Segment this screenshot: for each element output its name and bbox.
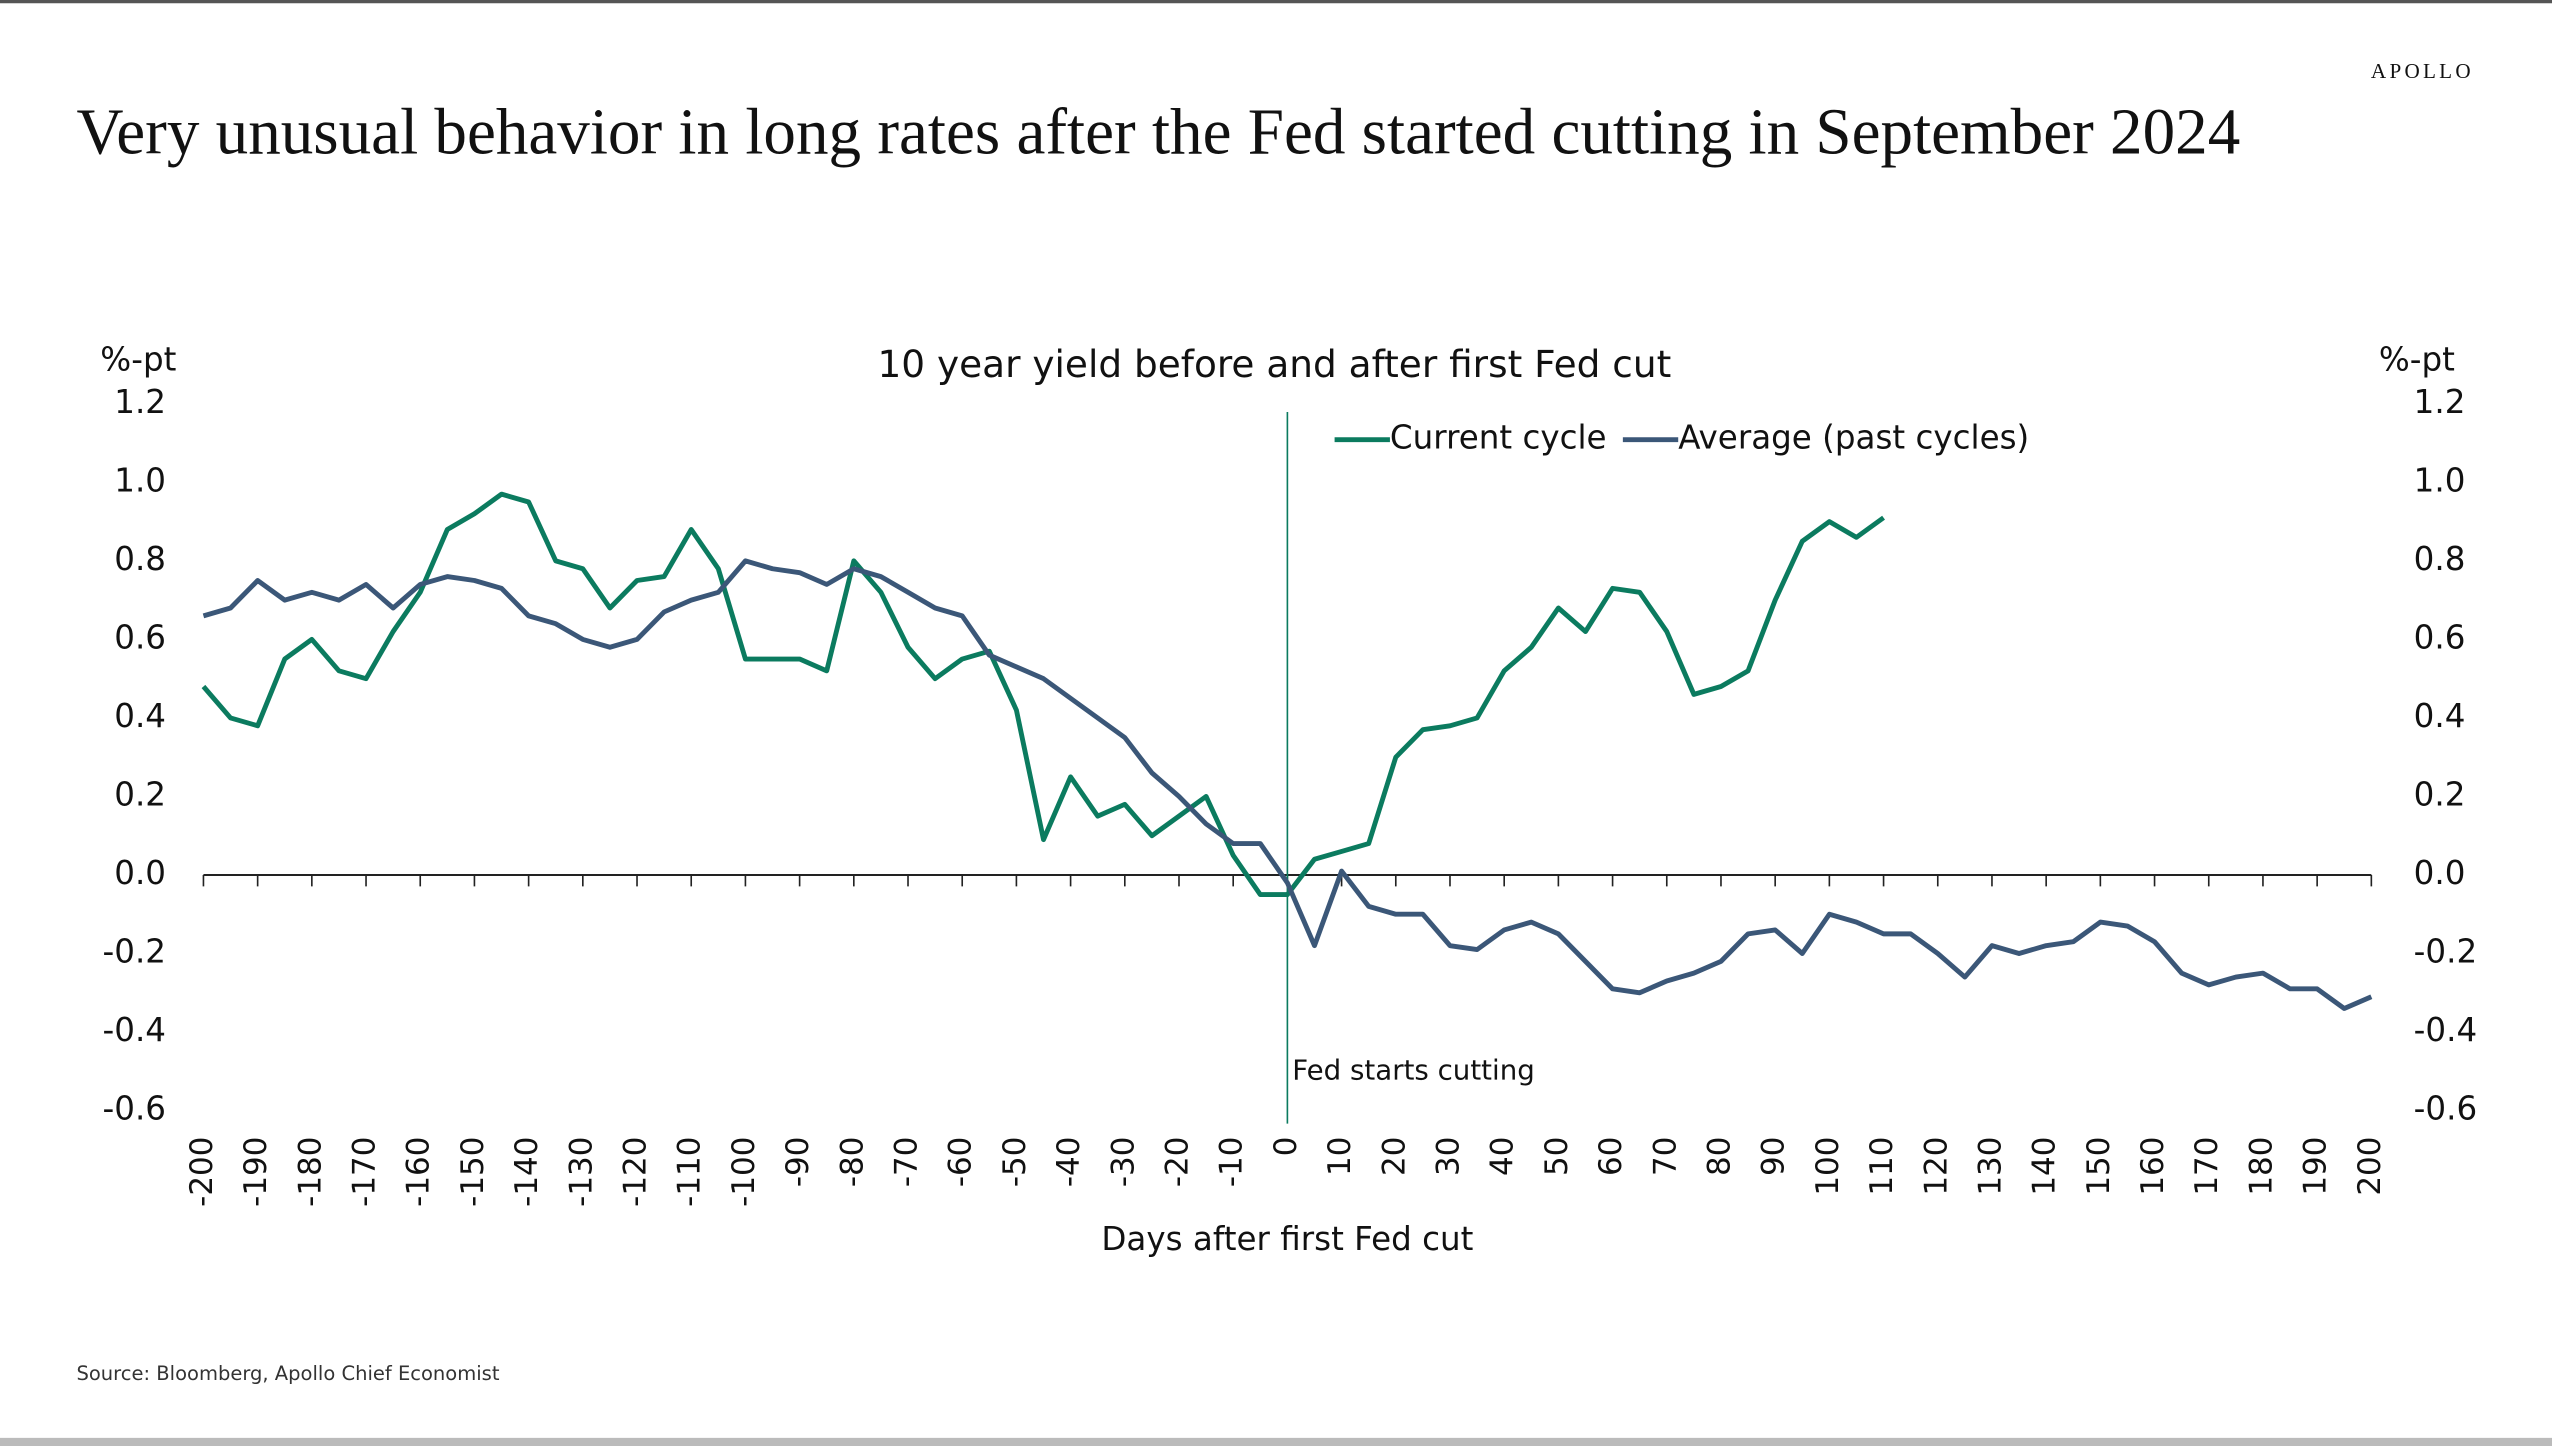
y2-tick-label: 0.6: [2414, 618, 2466, 656]
brand: APOLLO: [2371, 59, 2474, 83]
x-tick-label: -80: [834, 1137, 870, 1188]
x-tick-label: -120: [618, 1137, 654, 1207]
x-tick-label: -40: [1051, 1137, 1087, 1188]
x-tick-label: 20: [1376, 1137, 1412, 1176]
x-tick-label: -140: [509, 1137, 545, 1207]
x-tick-label: 140: [2027, 1137, 2063, 1196]
series-line: [202, 558, 2373, 1011]
x-tick-label: 50: [1539, 1137, 1575, 1176]
y2-tick-label: 0.0: [2414, 854, 2466, 892]
top-border: [0, 0, 2552, 4]
x-tick-label: 170: [2189, 1137, 2225, 1196]
y-tick-label: 1.2: [114, 383, 166, 421]
x-tick-label: -180: [292, 1137, 328, 1207]
x-tick-label: 60: [1593, 1137, 1629, 1176]
x-tick-label: 100: [1810, 1137, 1846, 1196]
y2-tick-label: -0.6: [2414, 1090, 2477, 1128]
x-tick-label: -60: [943, 1137, 979, 1188]
x-tick-label: 120: [1918, 1137, 1954, 1196]
y2-axis-label: %-pt: [2379, 340, 2455, 378]
annotation-label: Fed starts cutting: [1292, 1053, 1535, 1086]
x-tick-label: -20: [1160, 1137, 1196, 1188]
y2-tick-label: 1.0: [2414, 461, 2466, 499]
source: Source: Bloomberg, Apollo Chief Economis…: [76, 1362, 499, 1385]
x-tick-label: -110: [672, 1137, 708, 1207]
x-tick-label: 180: [2243, 1137, 2279, 1196]
chart-title: 10 year yield before and after first Fed…: [877, 342, 1671, 386]
y-axis-label: %-pt: [100, 340, 176, 378]
x-tick-label: -30: [1105, 1137, 1141, 1188]
x-tick-label: -50: [997, 1137, 1033, 1188]
x-tick-label: 200: [2352, 1137, 2388, 1196]
y-tick-label: 0.6: [114, 618, 166, 656]
y-tick-label: -0.4: [103, 1011, 166, 1049]
x-tick-label: 150: [2081, 1137, 2117, 1196]
x-tick-label: -70: [889, 1137, 925, 1188]
x-axis-label: Days after first Fed cut: [1101, 1220, 1473, 1258]
x-tick-label: -130: [563, 1137, 599, 1207]
x-tick-label: 30: [1430, 1137, 1466, 1176]
series-line: [201, 491, 1885, 898]
y2-tick-label: 0.2: [2414, 775, 2466, 813]
y2-tick-label: 1.2: [2414, 383, 2466, 421]
x-tick-label: -100: [726, 1137, 762, 1207]
x-tick-label: -150: [455, 1137, 491, 1207]
x-tick-label: -190: [238, 1137, 274, 1207]
x-tick-label: -170: [347, 1137, 383, 1207]
y2-tick-label: 0.8: [2414, 540, 2466, 578]
x-tick-label: 10: [1322, 1137, 1358, 1176]
y-tick-label: -0.6: [103, 1090, 166, 1128]
x-tick-label: -90: [780, 1137, 816, 1188]
y-tick-label: 1.0: [114, 461, 166, 499]
x-tick-label: 160: [2135, 1137, 2171, 1196]
y-tick-label: 0.0: [114, 854, 166, 892]
y2-tick-label: 0.4: [2414, 697, 2466, 735]
y-tick-label: 0.2: [114, 775, 166, 813]
y2-tick-label: -0.2: [2414, 933, 2477, 971]
y-tick-label: -0.2: [103, 933, 166, 971]
x-tick-label: -10: [1214, 1137, 1250, 1188]
bottom-bar: [0, 1437, 2552, 1446]
x-tick-label: -200: [184, 1137, 220, 1207]
x-tick-label: 40: [1485, 1137, 1521, 1176]
x-tick-label: 110: [1864, 1137, 1900, 1196]
headline: Very unusual behavior in long rates afte…: [76, 96, 2240, 168]
x-tick-label: -160: [401, 1137, 437, 1207]
x-tick-label: 130: [1972, 1137, 2008, 1196]
y-tick-label: 0.4: [114, 697, 166, 735]
y2-tick-label: -0.4: [2414, 1011, 2477, 1049]
x-tick-label: 90: [1756, 1137, 1792, 1176]
x-tick-label: 0: [1268, 1137, 1304, 1157]
legend-label: Average (past cycles): [1678, 419, 2029, 457]
y-tick-label: 0.8: [114, 540, 166, 578]
x-tick-label: 80: [1701, 1137, 1737, 1176]
x-tick-label: 70: [1647, 1137, 1683, 1176]
x-tick-label: 190: [2298, 1137, 2334, 1196]
legend-label: Current cycle: [1390, 419, 1607, 457]
